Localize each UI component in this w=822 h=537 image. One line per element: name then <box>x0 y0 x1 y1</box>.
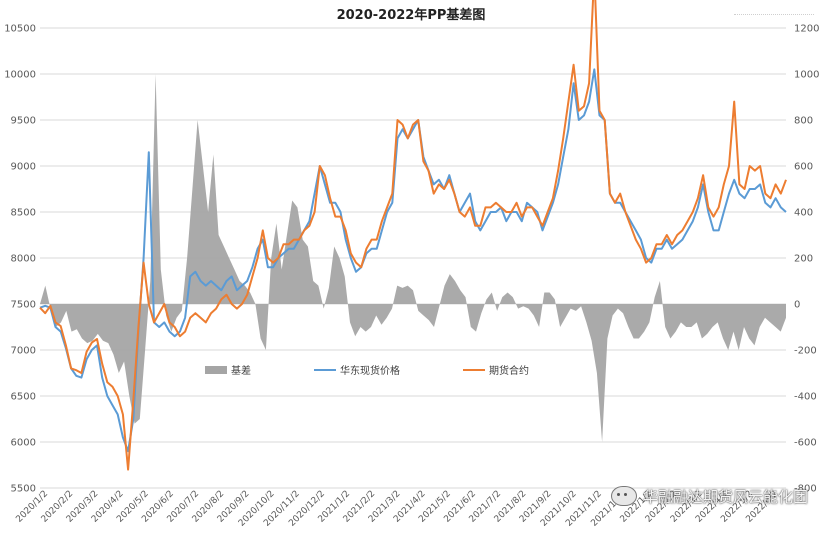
wechat-icon <box>610 486 637 506</box>
right-axis-tick-label: 400 <box>794 208 813 219</box>
legend-swatch-basis <box>205 366 227 374</box>
corner-selection-mark <box>734 4 814 15</box>
left-axis-tick-label: 10500 <box>4 24 36 35</box>
right-axis-tick-label: 800 <box>794 116 813 127</box>
chart-title: 2020-2022年PP基差图 <box>336 8 486 23</box>
legend-label: 华东现货价格 <box>340 364 400 377</box>
left-axis-tick-label: 5500 <box>11 484 36 495</box>
right-axis-tick-label: -800 <box>794 484 817 495</box>
right-axis-tick-label: -600 <box>794 438 817 449</box>
right-axis-tick-label: -400 <box>794 392 817 403</box>
right-axis-tick-label: 1200 <box>794 24 819 35</box>
legend-label: 基差 <box>231 364 251 377</box>
left-axis-tick-label: 10000 <box>4 70 36 81</box>
futures-contract-line <box>39 0 787 471</box>
left-axis-tick-label: 7000 <box>11 346 36 357</box>
right-axis-tick-label: 0 <box>794 300 800 311</box>
left-axis-tick-label: 8000 <box>11 254 36 265</box>
watermark: 华融融达期货风云能化团 <box>610 484 808 508</box>
left-axis-tick-label: 9000 <box>11 162 36 173</box>
left-axis-tick-label: 9500 <box>11 116 36 127</box>
watermark-text: 华融融达期货风云能化团 <box>642 487 808 506</box>
left-axis-tick-label: 8500 <box>11 208 36 219</box>
right-axis-tick-label: 200 <box>794 254 813 265</box>
left-axis-tick-label: 6000 <box>11 438 36 449</box>
right-axis-tick-label: 600 <box>794 162 813 173</box>
basis-area <box>40 74 786 442</box>
right-axis-tick-label: -200 <box>794 346 817 357</box>
legend-label: 期货合约 <box>489 364 529 377</box>
left-axis-tick-label: 7500 <box>11 300 36 311</box>
left-axis-tick-label: 6500 <box>11 392 36 403</box>
spot-price-line <box>39 68 787 453</box>
right-axis-tick-label: 1000 <box>794 70 819 81</box>
